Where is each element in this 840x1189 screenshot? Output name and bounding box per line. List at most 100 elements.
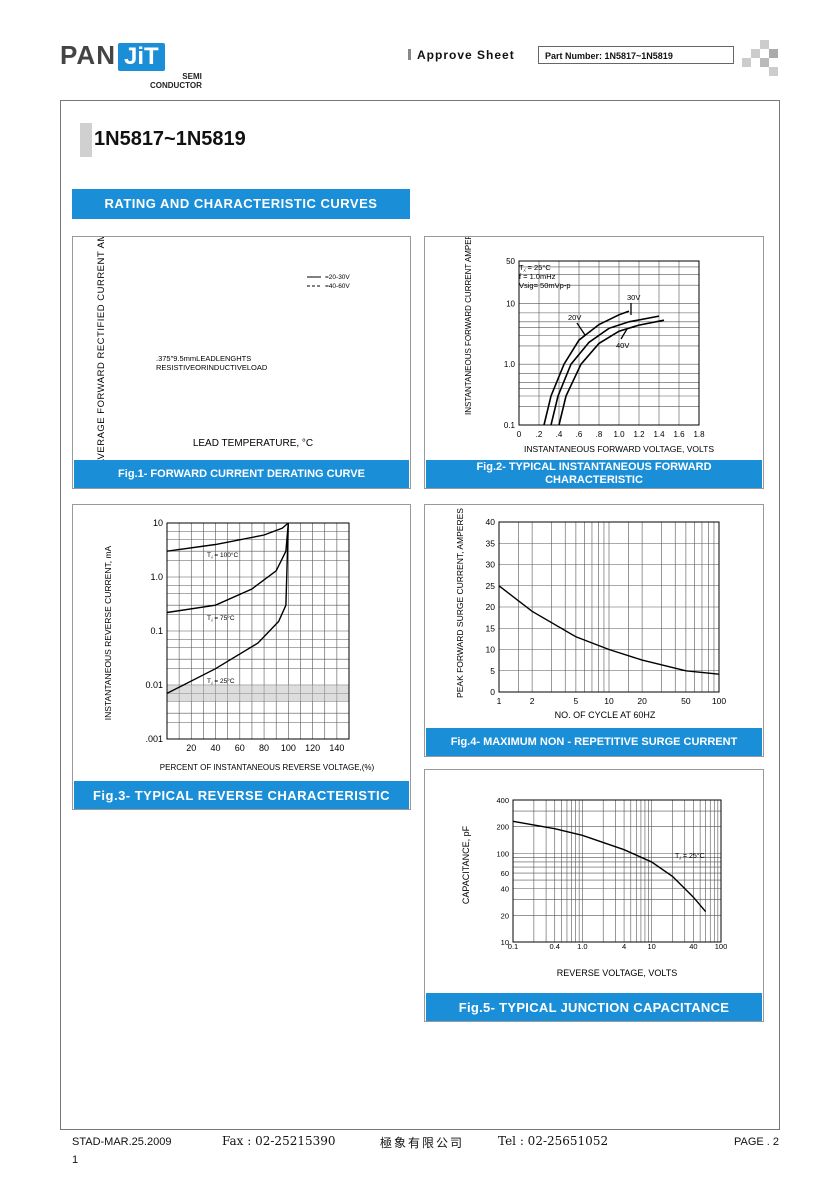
y-tick-label: 40 (486, 517, 496, 527)
plot-frame (166, 522, 350, 740)
fig2-chart: 0 .2 .4 .6 .8 1.0 1.2 1.4 1.6 1.8 0.1 1.0 10 50 INSTA… (464, 237, 714, 454)
x-tick-label: 60 (235, 743, 245, 753)
fig2-panel: 0 .2 .4 .6 .8 1.0 1.2 1.4 1.6 1.8 0.1 1.0 10 50 INSTA… (424, 236, 764, 489)
fig4-xlabel: NO. OF CYCLE AT 60HZ (555, 710, 656, 720)
y-tick-label: 0.1 (504, 421, 516, 430)
x-tick-label: 0 (517, 430, 522, 439)
series-line-1 (543, 310, 630, 426)
series-line-1 (512, 820, 707, 913)
y-tick-label: 20 (501, 911, 509, 920)
y-tick-label: .001 (145, 734, 163, 744)
part-number-box: Part Number: 1N5817~1N5819 (538, 46, 734, 64)
fig1-annotation-1: .375"9.5mmLEADLENGHTS (156, 354, 251, 363)
y-tick-label: 10 (506, 299, 515, 308)
x-tick-label: 1.0 (577, 942, 587, 951)
y-tick-label: 400 (496, 796, 509, 805)
footer-company: 極象有限公司 (380, 1136, 465, 1150)
logo-subtitle: SEMI CONDUCTOR (150, 72, 202, 90)
x-tick-label: 20 (186, 743, 196, 753)
fig3-label-75c: T⁁ = 75°C (207, 614, 235, 622)
y-tick-label: 100 (496, 849, 509, 858)
x-tick-label: 1.2 (633, 430, 645, 439)
series-line-2 (550, 315, 660, 426)
footer-date: STAD-MAR.25.2009 (72, 1136, 172, 1148)
series-line-3 (166, 522, 289, 695)
y-tick-label: 30 (486, 560, 496, 570)
title-accent (80, 123, 92, 157)
fig3-caption: Fig.3- TYPICAL REVERSE CHARACTERISTIC (74, 781, 409, 809)
x-tick-label: 10 (604, 696, 614, 706)
x-tick-label: 20 (637, 696, 647, 706)
logo-semi-text: SEMI (182, 72, 202, 81)
fig5-caption: Fig.5- TYPICAL JUNCTION CAPACITANCE (426, 993, 762, 1021)
x-tick-label: .6 (576, 430, 583, 439)
y-tick-label: 35 (486, 538, 496, 548)
fig4-panel: 1 2 5 10 20 50 100 0 5 10 15 20 25 30 35 40 PEAK FORWAR… (424, 504, 764, 757)
fig2-ylabel-1: INSTANTANEOUS FORWARD CURRENT AMPERES (464, 237, 473, 415)
y-tick-label: 0.1 (150, 626, 163, 636)
y-tick-label: 1.0 (150, 572, 163, 582)
x-tick-label: 50 (681, 696, 691, 706)
fig5-panel: 0.1 0.4 1.0 4 10 40 100 10 20 40 60 100 200 400 CAPAC… (424, 769, 764, 1022)
x-tick-label: 40 (689, 942, 697, 951)
x-tick-label: 1.4 (653, 430, 665, 439)
fig2-arrow-20v (576, 322, 586, 336)
plot-frame (518, 260, 700, 426)
series-line-1 (498, 585, 720, 675)
x-tick-label: 40 (211, 743, 221, 753)
page-title: 1N5817~1N5819 (94, 128, 246, 150)
fig1-caption: Fig.1- FORWARD CURRENT DERATING CURVE (74, 460, 409, 488)
fig2-cond-3: Vsig= 50mVp-p (519, 281, 571, 290)
logo-conductor-text: CONDUCTOR (150, 81, 202, 90)
decorative-pixels (742, 40, 782, 80)
fig2-cond-2: f = 1.0mHz (519, 272, 556, 281)
fig5-ylabel: CAPACITANCE, pF (461, 825, 471, 904)
fig2-label-30v: 30V (627, 293, 640, 302)
x-tick-label: 0.4 (550, 942, 560, 951)
fig1-legend-1: =20-30V (325, 274, 350, 281)
fig1-xlabel: LEAD TEMPERATURE, °C (193, 438, 313, 449)
fig2-xlabel: INSTANTANEOUS FORWARD VOLTAGE, VOLTS (524, 444, 714, 454)
x-tick-label: 5 (574, 696, 579, 706)
y-tick-label: 0.01 (145, 680, 163, 690)
fig2-label-20v: 20V (568, 313, 581, 322)
y-tick-label: 60 (501, 869, 509, 878)
logo-jit-text: JiT (117, 43, 165, 71)
fig1-panel: 02040608010012014016001.02.03.04.05.0 AV… (72, 236, 411, 489)
y-tick-label: 25 (486, 581, 496, 591)
section-title: RATING AND CHARACTERISTIC CURVES (72, 189, 410, 219)
footer-line-number: 1 (72, 1154, 79, 1166)
plot-frame (512, 799, 722, 943)
y-tick-label: 40 (501, 885, 509, 894)
series-line-1 (166, 522, 289, 552)
x-tick-label: 2 (530, 696, 535, 706)
fig2-cond-1: T⁁ = 25°C (519, 263, 551, 272)
y-tick-label: 15 (486, 623, 496, 633)
y-tick-label: 10 (153, 518, 163, 528)
x-tick-label: 1.6 (673, 430, 685, 439)
x-tick-label: 0.1 (508, 942, 518, 951)
x-tick-label: 100 (715, 942, 728, 951)
fig3-panel: 20 40 60 80 100 120 140 .001 0.01 0.1 1.0 10 INSTAN… (72, 504, 411, 810)
y-tick-label: 10 (486, 645, 496, 655)
series-line-3 (558, 319, 665, 426)
shaded-band (167, 685, 349, 702)
y-tick-label: 1.0 (504, 360, 516, 369)
series-line-2 (166, 522, 289, 614)
x-tick-label: 100 (281, 743, 296, 753)
fig3-label-25c: T⁁ = 25°C (207, 677, 235, 685)
x-tick-label: 140 (329, 743, 344, 753)
x-tick-label: 120 (305, 743, 320, 753)
y-tick-label: 5 (490, 666, 495, 676)
x-tick-label: 1 (497, 696, 502, 706)
fig4-caption: Fig.4- MAXIMUM NON - REPETITIVE SURGE CU… (426, 728, 762, 756)
y-tick-label: 20 (486, 602, 496, 612)
page-frame (60, 100, 780, 1130)
fig1-ylabel: AVERAGE FORWARD RECTIFIED CURRENT AMPERE… (96, 237, 107, 460)
x-tick-label: 80 (259, 743, 269, 753)
fig1-annotation-2: RESISTIVEORINDUCTIVELOAD (156, 363, 268, 372)
plot-frame (498, 521, 720, 693)
footer-page: PAGE . 2 (734, 1136, 780, 1148)
y-tick-label: 200 (496, 823, 509, 832)
x-tick-label: .8 (596, 430, 603, 439)
